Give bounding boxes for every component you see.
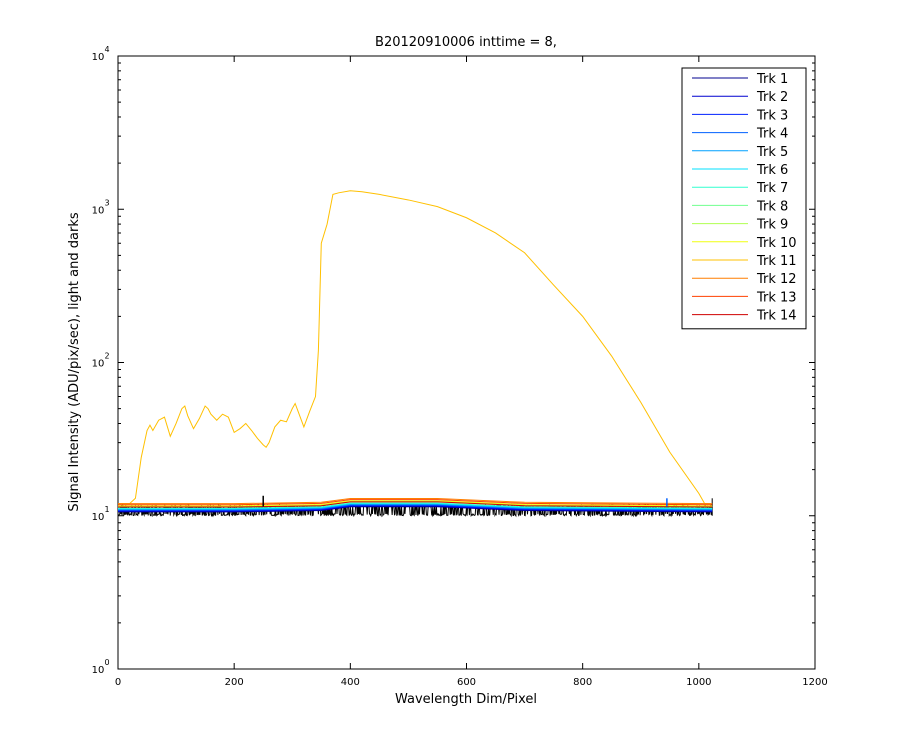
y-tick-exponent: 3 [104,198,109,207]
y-tick-exponent: 4 [104,45,109,54]
x-axis-label: Wavelength Dim/Pixel [395,692,537,707]
series-line [118,190,711,505]
legend-label: Trk 10 [756,236,797,251]
x-tick-label: 600 [457,677,476,688]
y-tick-label: 10 [92,665,105,676]
series-line [118,505,713,512]
y-tick-exponent: 2 [104,352,109,361]
legend: Trk 1 Trk 2 Trk 3 Trk 4 Trk 5 Trk 6 Trk 7 Trk 8… [681,67,807,330]
series-line [118,499,713,506]
legend-label: Trk 3 [756,108,788,123]
legend-box [681,67,807,330]
legend-label: Trk 14 [756,309,797,324]
series-line [118,504,713,511]
series-line [118,505,713,512]
series-line [118,501,713,508]
series-line [118,503,713,510]
legend-label: Trk 4 [756,127,788,142]
y-tick-label: 10 [92,359,105,370]
legend-label: Trk 5 [756,145,788,160]
series-line [118,502,713,509]
y-tick-exponent: 0 [104,658,109,667]
y-tick-exponent: 1 [104,505,109,514]
y-tick-label: 10 [92,512,105,523]
legend-label: Trk 2 [756,90,788,105]
y-tick-label: 10 [92,52,105,63]
legend-label: Trk 12 [756,272,797,287]
x-tick-label: 0 [115,677,121,688]
legend-label: Trk 7 [756,181,788,196]
series-line [118,503,713,510]
chart-title: B20120910006 inttime = 8, [375,35,557,50]
x-tick-label: 1000 [686,677,711,688]
y-tick-label: 10 [92,205,105,216]
x-tick-label: 800 [573,677,592,688]
x-tick-label: 1200 [802,677,827,688]
legend-label: Trk 11 [756,254,797,269]
series-line [118,506,713,513]
legend-label: Trk 8 [756,199,788,214]
y-axis-label: Signal Intensity (ADU/pix/sec), light an… [67,212,82,511]
x-tick-label: 400 [341,677,360,688]
legend-label: Trk 13 [756,290,797,305]
series-line [118,497,713,505]
series-line [118,500,713,507]
legend-label: Trk 6 [756,163,788,178]
legend-label: Trk 9 [756,218,788,233]
legend-label: Trk 1 [756,72,788,87]
series-lines [118,190,713,513]
series-line [118,500,713,507]
x-tick-label: 200 [225,677,244,688]
